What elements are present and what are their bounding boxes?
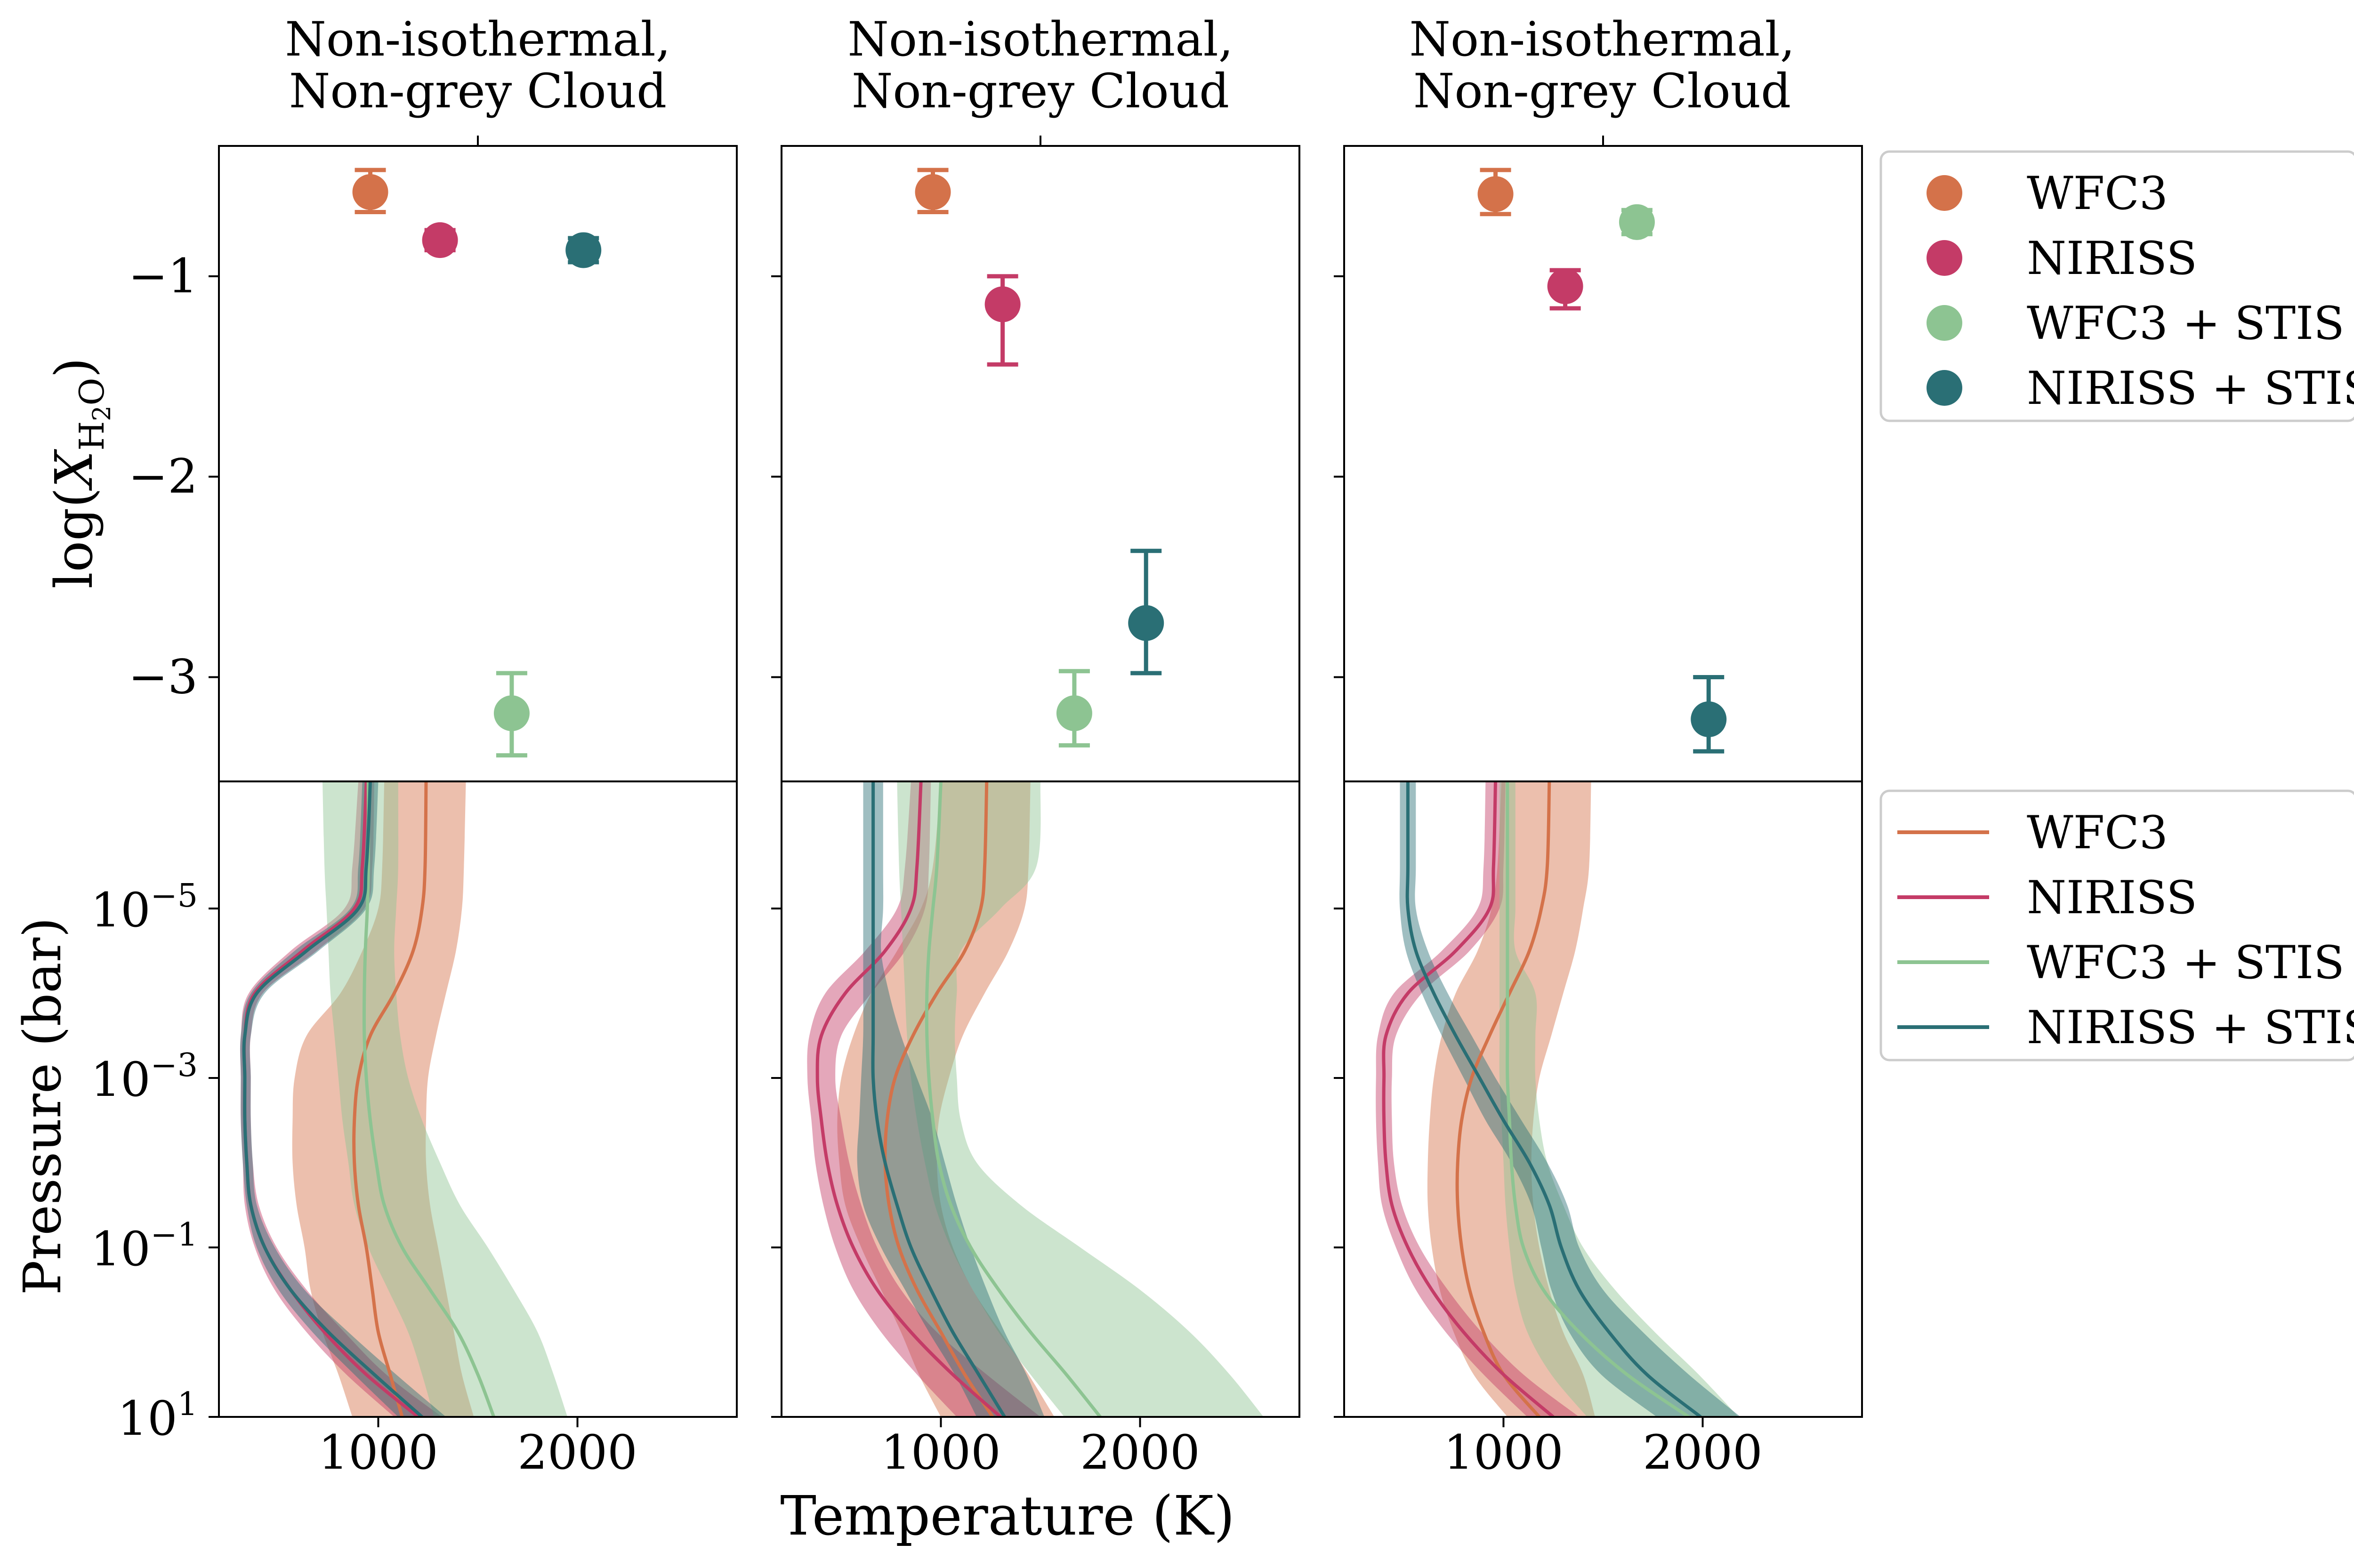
- panel-title-line1: Non-isothermal,: [847, 12, 1233, 67]
- band-niriss: [807, 781, 1040, 1417]
- band-niriss-stis: [1399, 781, 1741, 1417]
- line-wfc3: [883, 781, 994, 1417]
- plot-frame: [218, 145, 738, 782]
- legend-top: WFC3 NIRISS WFC3 + STIS NIRISS + STIS: [1879, 150, 2354, 422]
- panel-title-line1: Non-isothermal,: [285, 12, 670, 67]
- legend-label: WFC3: [2027, 167, 2168, 220]
- point-wfc3-stis: [493, 695, 530, 732]
- point-niriss-stis: [565, 232, 602, 268]
- line-wfc3: [352, 781, 428, 1417]
- line-wfc3-stis: [362, 781, 496, 1417]
- point-wfc3-stis: [1056, 695, 1092, 732]
- profile-plot-area: [240, 781, 568, 1417]
- line-niriss-stis: [1405, 781, 1702, 1417]
- legend-marker: [1927, 370, 1962, 406]
- x-tick-label: 2000: [1080, 1425, 1200, 1480]
- point-wfc3-stis: [1619, 204, 1655, 240]
- legend-frame: [1879, 789, 2354, 1061]
- scatter-panel: −1 −2 −3: [129, 136, 738, 782]
- y-axis-label-pressure: Pressure (bar): [12, 917, 73, 1295]
- y-tick-label: 10−1: [91, 1216, 198, 1277]
- y-tick-label: 10−3: [91, 1047, 198, 1107]
- legend-marker: [1927, 240, 1962, 276]
- x-tick-label: 1000: [318, 1425, 438, 1480]
- y-axis-label-water: log(XH2O): [44, 358, 116, 589]
- legend-label: NIRISS + STIS: [2027, 362, 2354, 415]
- plot-frame: [781, 145, 1300, 782]
- point-niriss: [984, 286, 1021, 322]
- point-niriss-stis: [1691, 701, 1727, 737]
- scatter-panel: [771, 136, 1300, 782]
- point-wfc3: [352, 174, 388, 210]
- legend-label: WFC3: [2027, 806, 2168, 859]
- panel-title-line2: Non-grey Cloud: [852, 64, 1229, 119]
- panel-title-line1: Non-isothermal,: [1409, 12, 1795, 67]
- line-niriss-stis: [871, 781, 1006, 1417]
- y-tick-label: 101: [117, 1386, 198, 1446]
- y-tick-label: −2: [129, 449, 198, 504]
- profile-plot-area: [807, 781, 1264, 1417]
- profile-plot-area: [1376, 781, 1741, 1417]
- plot-frame: [1343, 780, 1863, 1418]
- legend-label: NIRISS: [2027, 871, 2197, 924]
- plot-frame: [1343, 145, 1863, 782]
- line-wfc3-stis: [925, 781, 1102, 1417]
- line-niriss: [815, 781, 1002, 1417]
- panel-title-line2: Non-grey Cloud: [289, 64, 667, 119]
- point-niriss: [1547, 268, 1583, 305]
- legend-marker: [1927, 175, 1962, 211]
- scatter-panel: [1334, 136, 1863, 782]
- plot-frame: [781, 780, 1300, 1418]
- legend-label: WFC3 + STIS: [2027, 936, 2345, 989]
- legend-marker: [1927, 305, 1962, 341]
- x-tick-label: 1000: [1443, 1425, 1564, 1480]
- band-wfc3: [837, 781, 1055, 1417]
- band-wfc3: [292, 781, 474, 1417]
- band-wfc3-stis: [322, 781, 568, 1417]
- legend-label: NIRISS: [2027, 232, 2197, 285]
- legend-label: WFC3 + STIS: [2027, 297, 2345, 350]
- x-tick-label: 1000: [881, 1425, 1001, 1480]
- point-wfc3: [915, 174, 951, 210]
- x-axis-label: Temperature (K): [780, 1485, 1235, 1548]
- profile-panel: 10−5 10−3 10−1 101 1000 2000: [91, 780, 738, 1480]
- band-wfc3: [1427, 781, 1596, 1417]
- y-tick-label: −1: [129, 249, 198, 304]
- legend-label: NIRISS + STIS: [2027, 1001, 2354, 1054]
- band-wfc3-stis: [897, 781, 1264, 1417]
- x-tick-label: 2000: [517, 1425, 637, 1480]
- panel-title-line2: Non-grey Cloud: [1413, 64, 1791, 119]
- legend-bottom: WFC3 NIRISS WFC3 + STIS NIRISS + STIS: [1879, 789, 2354, 1061]
- x-tick-label: 2000: [1643, 1425, 1763, 1480]
- profile-panel: 1000 2000: [771, 780, 1300, 1480]
- plot-frame: [218, 780, 738, 1418]
- point-niriss: [422, 222, 458, 258]
- line-niriss: [1382, 781, 1555, 1417]
- legend-frame: [1879, 150, 2354, 422]
- point-niriss-stis: [1128, 605, 1164, 641]
- y-tick-label: −3: [129, 650, 198, 705]
- line-niriss-stis: [242, 781, 423, 1417]
- profile-panel: 1000 2000: [1334, 780, 1863, 1480]
- point-wfc3: [1477, 176, 1514, 212]
- y-tick-label: 10−5: [91, 877, 198, 938]
- line-wfc3: [1455, 781, 1551, 1417]
- band-wfc3-stis: [1499, 781, 1739, 1417]
- line-wfc3-stis: [1506, 781, 1690, 1417]
